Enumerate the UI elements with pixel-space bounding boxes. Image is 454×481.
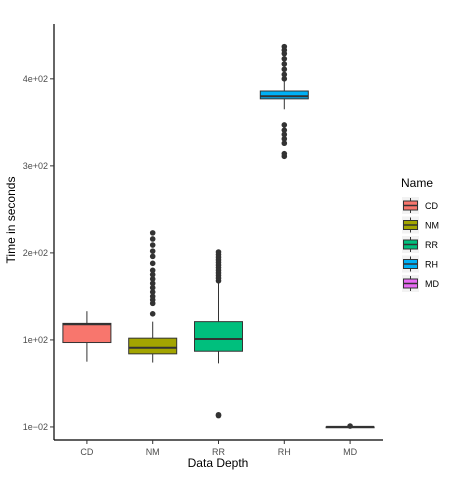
legend-item-nm: NM	[402, 216, 439, 234]
x-tick-label: RR	[212, 447, 225, 457]
outlier-point	[149, 260, 156, 267]
outlier-point	[281, 140, 288, 147]
box-group-nm	[128, 230, 178, 363]
box-group-cd	[62, 311, 112, 362]
outlier-point	[281, 61, 288, 67]
box-iqr	[62, 322, 112, 344]
x-tick-label: NM	[146, 447, 160, 457]
outlier-point	[281, 56, 288, 62]
box-group-rh	[259, 43, 309, 160]
outlier-point	[281, 136, 288, 142]
x-axis-title: Data Depth	[188, 456, 249, 470]
legend-label: CD	[425, 201, 438, 211]
legend-label: MD	[425, 279, 439, 289]
y-tick-label: 2e+02	[23, 248, 48, 258]
legend-title: Name	[401, 176, 433, 190]
outlier-point	[281, 43, 288, 50]
legend-item-rh: RH	[402, 255, 438, 273]
outlier-point	[149, 276, 156, 282]
outlier-point	[149, 267, 156, 274]
outlier-point	[347, 423, 353, 429]
outlier-point	[281, 127, 288, 133]
legend: Name CD NM RR RH MD	[401, 176, 439, 292]
legend-label: RH	[425, 260, 438, 270]
outlier-point	[149, 236, 156, 242]
x-tick-label: MD	[343, 447, 357, 457]
outlier-point	[149, 271, 156, 278]
outlier-point	[149, 253, 156, 260]
x-tick-label: CD	[80, 447, 93, 457]
outlier-point	[215, 249, 222, 255]
box-group-rr	[194, 249, 243, 419]
outlier-point	[149, 230, 156, 236]
outlier-point	[281, 122, 288, 128]
legend-item-cd: CD	[402, 197, 438, 214]
outlier-point	[281, 71, 288, 78]
box-iqr	[194, 321, 243, 352]
y-tick-label: 4e+02	[23, 74, 48, 84]
box-iqr	[259, 90, 309, 100]
outlier-point	[149, 280, 156, 287]
legend-item-md: MD	[402, 275, 439, 292]
box-iqr	[128, 337, 178, 355]
x-tick-label: RH	[278, 447, 291, 457]
y-tick-label: 3e+02	[23, 161, 48, 171]
y-axis-title: Time in seconds	[4, 177, 18, 264]
legend-label: NM	[425, 221, 439, 231]
outlier-point	[149, 248, 156, 254]
outlier-point	[149, 284, 156, 291]
outlier-point	[149, 289, 156, 295]
outlier-point	[281, 66, 288, 73]
legend-label: RR	[425, 240, 438, 250]
outlier-point	[281, 76, 288, 82]
outlier-point	[149, 242, 156, 248]
axes: 1e−02 1e+02 2e+02 3e+02 4e+02 CD NM RR RH MD	[23, 24, 383, 457]
box-group-md	[325, 423, 375, 429]
legend-item-rr: RR	[402, 236, 438, 253]
y-tick-label: 1e+02	[23, 335, 48, 345]
outlier-point	[281, 150, 288, 157]
plot-area	[62, 43, 375, 429]
y-tick-label: 1e−02	[23, 422, 48, 432]
outlier-point	[281, 131, 288, 138]
outlier-point	[215, 411, 222, 418]
outlier-point	[149, 311, 156, 317]
outlier-point	[149, 293, 156, 300]
